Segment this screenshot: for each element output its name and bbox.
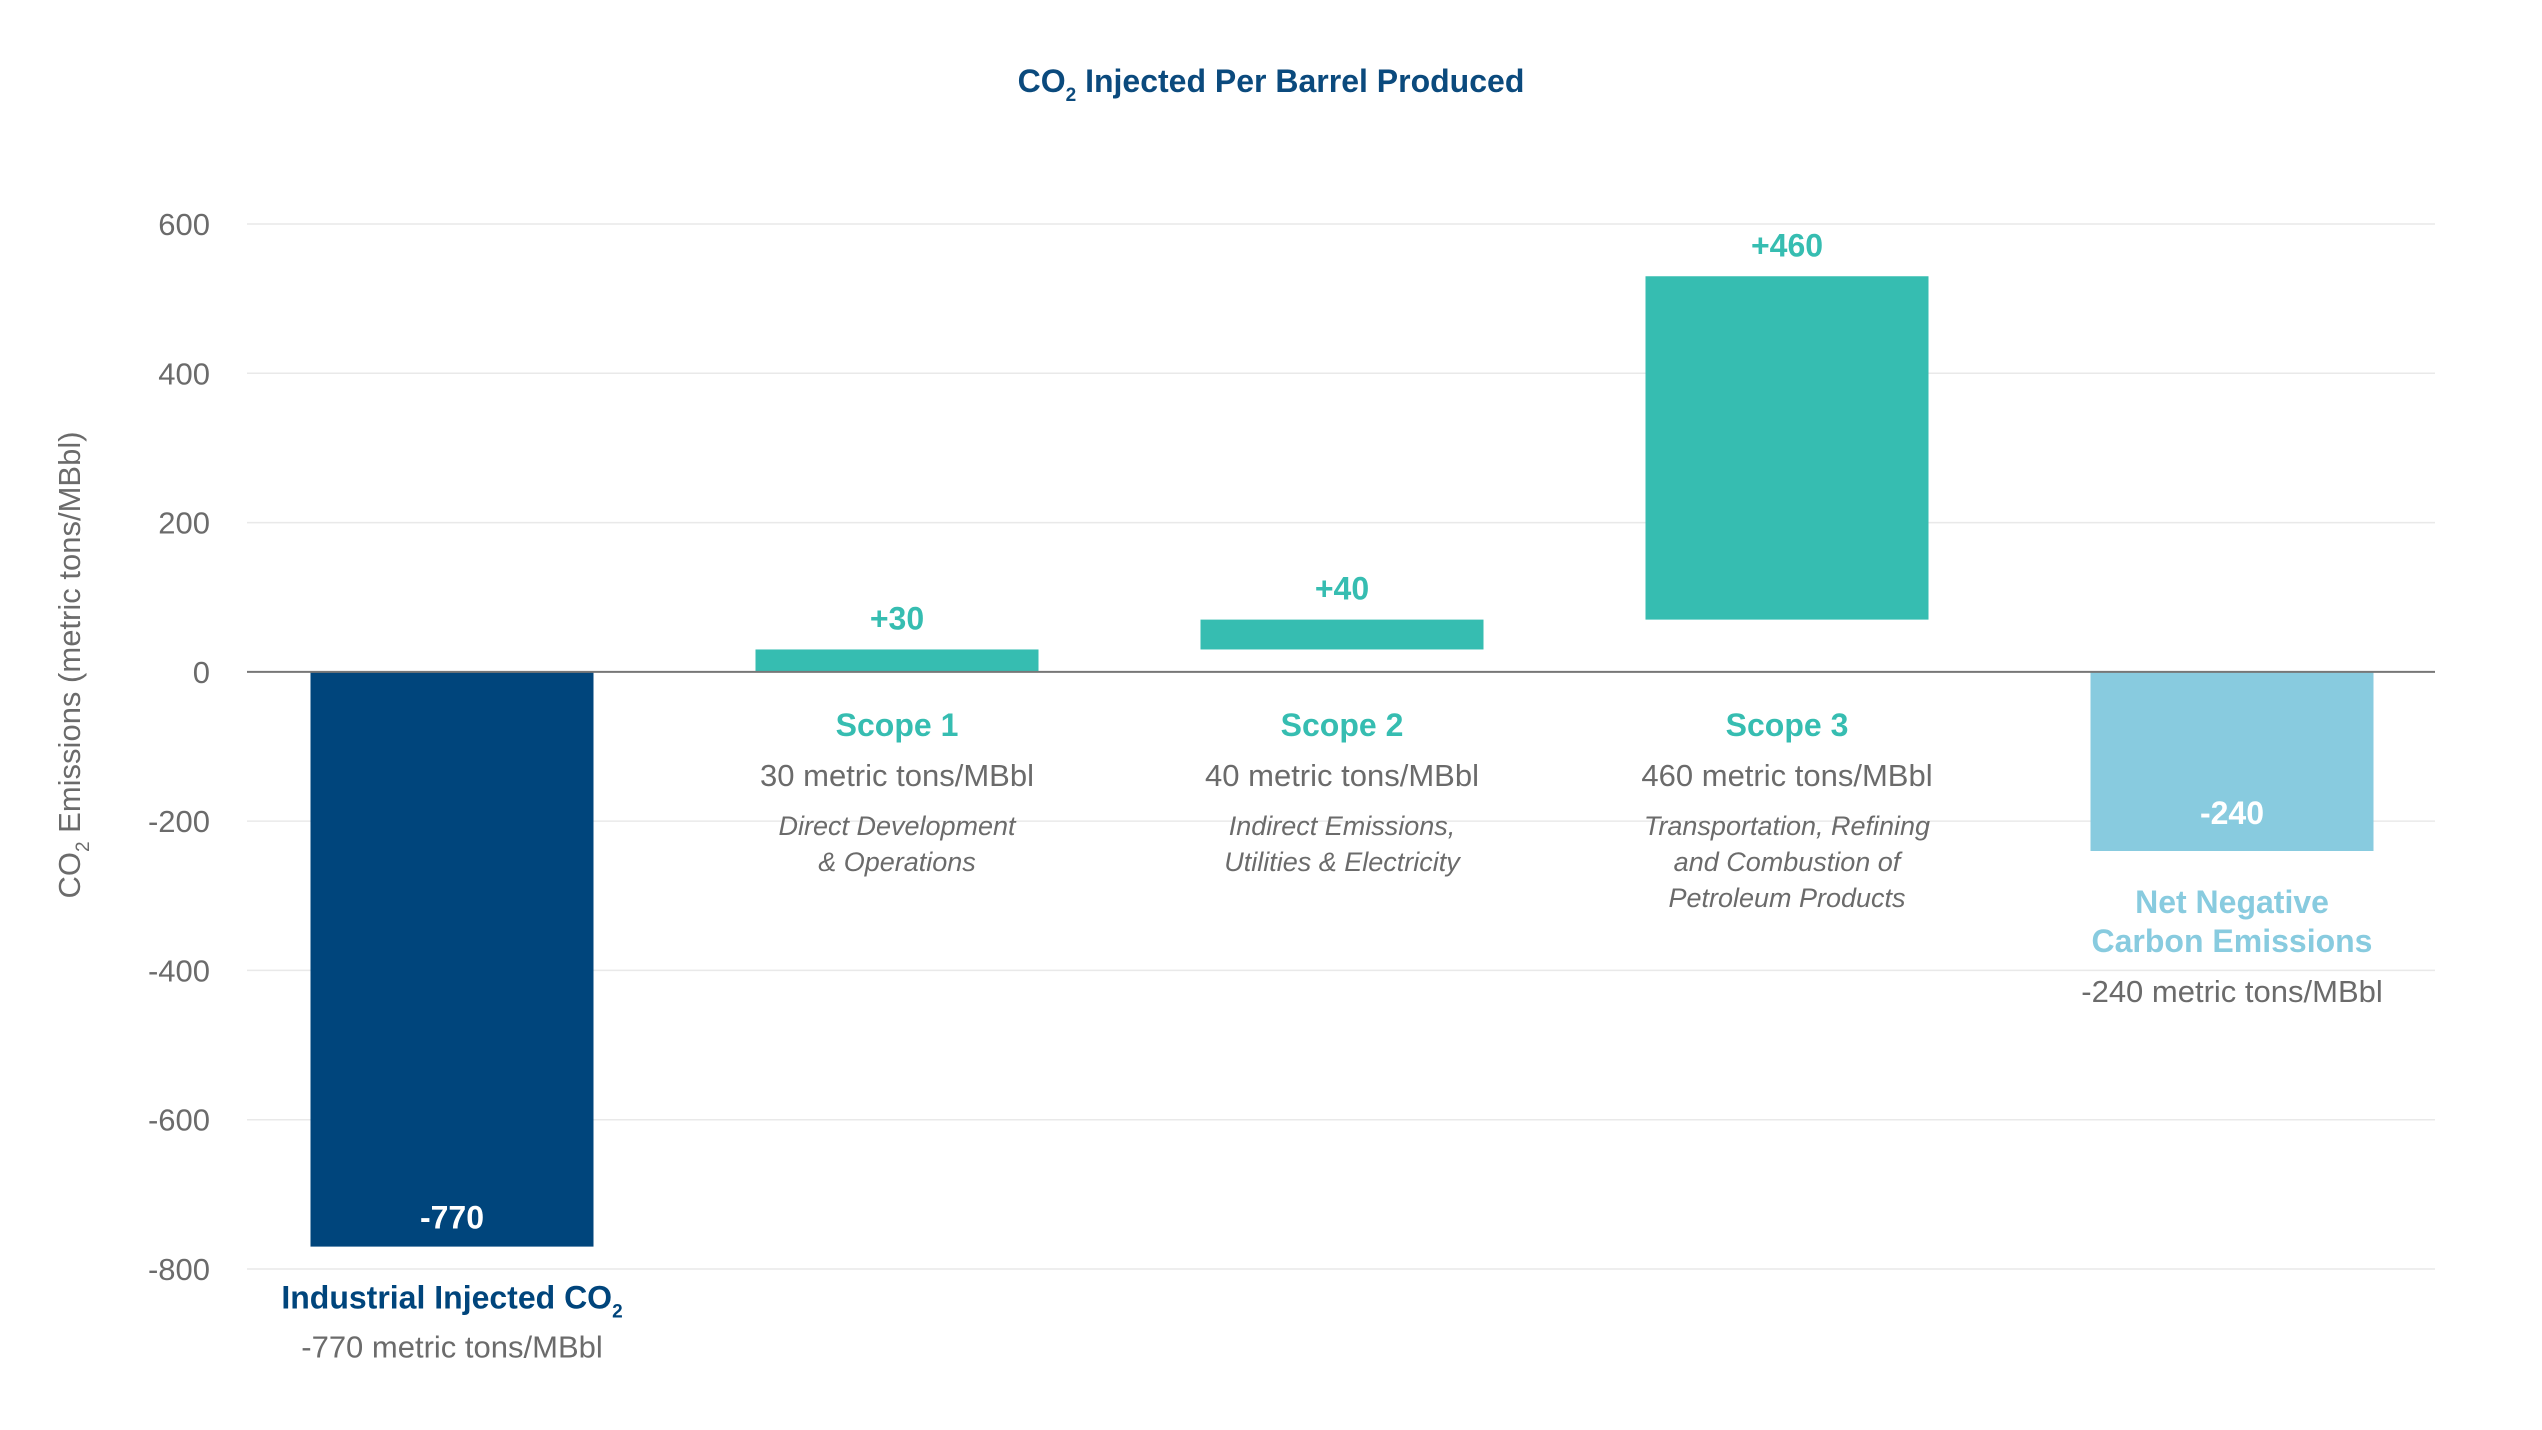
category-value-label: -770 metric tons/MBbl [301, 1330, 603, 1365]
bar [755, 649, 1039, 672]
bar [1645, 276, 1929, 620]
category-value-label: 460 metric tons/MBbl [1641, 758, 1932, 793]
bar-value-label: +30 [870, 600, 924, 636]
category-description: Transportation, Refining [1644, 811, 1930, 841]
chart-title: CO2 Injected Per Barrel Produced [1018, 63, 1525, 106]
category-description: Petroleum Products [1668, 883, 1905, 913]
y-tick-label: -200 [148, 804, 210, 839]
bar-value-label: -240 [2200, 795, 2264, 831]
category-label: Scope 3 [1726, 707, 1849, 743]
bar [2090, 671, 2374, 851]
category-label: Net Negative [2135, 884, 2329, 920]
category-value-label: 40 metric tons/MBbl [1205, 758, 1479, 793]
category-label: Carbon Emissions [2092, 923, 2373, 959]
y-tick-label: 0 [193, 655, 210, 690]
bar-labels: -770 Industrial Injected CO2 -770 metric t… [281, 227, 2382, 1364]
category-value-label: -240 metric tons/MBbl [2081, 974, 2383, 1009]
y-tick-label: 400 [158, 356, 210, 391]
bar-value-label: -770 [420, 1200, 484, 1236]
y-axis-ticks: 600 400 200 0 -200 -400 -600 -800 [148, 207, 210, 1287]
bar-value-label: +40 [1315, 571, 1369, 607]
y-tick-label: -400 [148, 953, 210, 988]
y-tick-label: 200 [158, 506, 210, 541]
category-value-label: 30 metric tons/MBbl [760, 758, 1034, 793]
category-description: Direct Development [778, 811, 1017, 841]
category-description: Utilities & Electricity [1224, 847, 1461, 877]
category-description: and Combustion of [1674, 847, 1903, 877]
category-label: Scope 1 [836, 707, 959, 743]
y-tick-label: -800 [148, 1252, 210, 1287]
category-label: Scope 2 [1281, 707, 1404, 743]
bars [310, 276, 2374, 1247]
y-axis-label: CO2 Emissions (metric tons/MBbl) [52, 431, 94, 898]
category-description: Indirect Emissions, [1229, 811, 1456, 841]
bar [310, 671, 594, 1247]
category-description: & Operations [818, 847, 976, 877]
gridlines [247, 223, 2435, 1270]
y-tick-label: 600 [158, 207, 210, 242]
y-tick-label: -600 [148, 1103, 210, 1138]
category-label: Industrial Injected CO2 [281, 1280, 622, 1323]
bar [1200, 619, 1484, 650]
bar-value-label: +460 [1751, 227, 1823, 263]
